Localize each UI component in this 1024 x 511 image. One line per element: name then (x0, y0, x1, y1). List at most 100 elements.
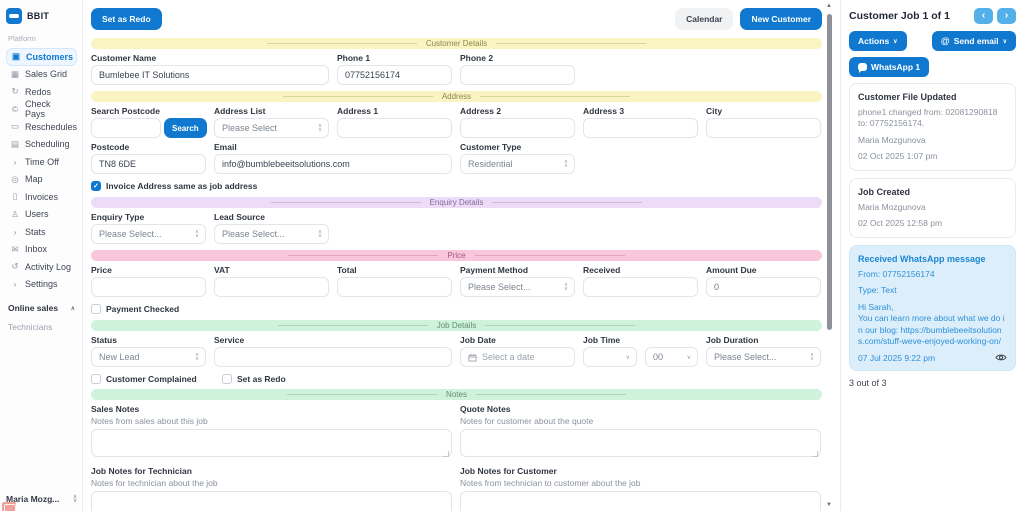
sidebar-item-customers[interactable]: ▣ Customers (6, 48, 77, 66)
sales-notes-field[interactable] (91, 429, 452, 457)
sidebar-item-reschedules[interactable]: ▭ Reschedules (10, 121, 78, 132)
new-customer-button[interactable]: New Customer (740, 8, 822, 30)
sidebar-item-users[interactable]: ♙ Users (11, 208, 49, 220)
scrollbar-thumb[interactable] (827, 14, 832, 330)
enquiry-type-select[interactable]: Please Select... ∧ ∨ (91, 224, 206, 244)
eye-icon[interactable] (995, 353, 1007, 362)
amount-due-field[interactable] (706, 277, 821, 297)
total-field[interactable] (337, 277, 452, 297)
user-name: Maria Mozg... (6, 494, 60, 504)
message-type: Type: Text (858, 285, 897, 296)
phone1-field[interactable] (337, 65, 452, 85)
vat-field[interactable] (214, 277, 329, 297)
chevron-up-icon: ∧ (70, 305, 75, 312)
activity-panel: Customer Job 1 of 1 ‹ › Actions ∨ @ Send … (840, 0, 1024, 511)
sidebar-item-technicians[interactable]: Technicians (8, 322, 53, 332)
job-time-hour-select[interactable]: ∨ (583, 347, 637, 367)
price-field[interactable] (91, 277, 206, 297)
customer-type-select[interactable]: Residential ∧ ∨ (460, 154, 575, 174)
updown-chevron-icon: ∧ ∨ (563, 158, 568, 169)
sidebar-item-check-pays[interactable]: © Check Pays (11, 99, 51, 120)
prev-job-button[interactable]: ‹ (974, 8, 993, 24)
customer-type-label: Customer Type (460, 142, 522, 152)
calendar-button[interactable]: Calendar (675, 8, 734, 30)
scroll-down-icon[interactable]: ▼ (826, 502, 832, 508)
search-postcode-field[interactable] (91, 118, 161, 138)
total-label: Total (337, 265, 357, 275)
sales-notes-hint: Notes from sales about this job (91, 416, 208, 426)
address-list-select[interactable]: Please Select ∧ ∨ (214, 118, 329, 138)
job-time-label: Job Time (583, 335, 621, 345)
sidebar-item-sales-grid[interactable]: ▦ Sales Grid (10, 68, 68, 80)
section-banner-job-details: Job Details (91, 320, 822, 331)
set-as-redo-checkbox[interactable] (222, 374, 232, 384)
job-notes-technician-field[interactable] (91, 491, 452, 511)
section-banner-customer-details: Customer Details (91, 38, 822, 49)
sidebar-item-redos[interactable]: ↻ Redos (11, 86, 52, 97)
scheduling-icon: ▤ (10, 138, 20, 149)
sidebar-item-settings[interactable]: › Settings (6, 276, 77, 294)
service-field[interactable] (214, 347, 452, 367)
quote-notes-field[interactable] (460, 429, 821, 457)
sidebar-item-invoices[interactable]: ▯ Invoices (6, 188, 77, 206)
address2-label: Address 2 (460, 106, 502, 116)
job-notes-technician-hint: Notes for technician about the job (91, 478, 218, 488)
customer-name-field[interactable] (91, 65, 329, 85)
chevron-right-icon: › (13, 156, 17, 167)
payment-checked-checkbox[interactable] (91, 304, 101, 314)
email-icon: @ (940, 36, 950, 46)
address2-field[interactable] (460, 118, 575, 138)
set-as-redo-row: Set as Redo (222, 374, 286, 384)
status-select[interactable]: New Lead ∧ ∨ (91, 347, 206, 367)
email-field[interactable] (214, 154, 452, 174)
lead-source-select[interactable]: Please Select... ∧ ∨ (214, 224, 329, 244)
chevron-right-icon: › (13, 279, 17, 290)
sidebar-item-scheduling[interactable]: ▤ Scheduling (10, 138, 70, 150)
payment-checked-label: Payment Checked (106, 304, 180, 314)
phone2-field[interactable] (460, 65, 575, 85)
sidebar-item-inbox[interactable]: ✉ Inbox (11, 243, 48, 255)
payment-method-select[interactable]: Please Select... ∧ ∨ (460, 277, 575, 297)
set-as-redo-button[interactable]: Set as Redo (91, 8, 162, 30)
main-content: Set as Redo Calendar New Customer Custom… (83, 0, 840, 511)
event-title: Received WhatsApp message (858, 253, 986, 264)
job-duration-select[interactable]: Please Select... ∧ ∨ (706, 347, 821, 367)
city-field[interactable] (706, 118, 821, 138)
set-as-redo-label: Set as Redo (237, 374, 286, 384)
invoice-same-checkbox-row: ✓ Invoice Address same as job address (91, 181, 822, 191)
sidebar-item-map[interactable]: ◎ Map (11, 173, 43, 185)
main-scrollbar[interactable]: ▲ ▼ (825, 0, 834, 511)
job-date-picker[interactable]: Select a date (460, 347, 575, 367)
scroll-up-icon[interactable]: ▲ (826, 3, 832, 9)
sidebar-item-time-off[interactable]: › Time Off (6, 153, 77, 171)
updown-chevron-icon: ∧ ∨ (317, 122, 322, 133)
next-job-button[interactable]: › (997, 8, 1016, 24)
address1-field[interactable] (337, 118, 452, 138)
search-postcode-label: Search Postcode (91, 106, 160, 116)
actions-button[interactable]: Actions ∨ (849, 31, 907, 51)
postcode-field[interactable] (91, 154, 206, 174)
brand-name: BBIT (27, 11, 50, 21)
updown-chevron-icon: ∧ ∨ (563, 281, 568, 292)
invoice-same-checkbox[interactable]: ✓ (91, 181, 101, 191)
address3-field[interactable] (583, 118, 698, 138)
event-title: Customer File Updated (858, 92, 957, 102)
chevron-down-icon: ∨ (625, 354, 630, 361)
whatsapp-button[interactable]: WhatsApp 1 (849, 57, 930, 77)
activity-card: Customer File Updated phone1 changed fro… (849, 83, 1016, 171)
sales-grid-icon: ▦ (10, 68, 20, 79)
city-label: City (706, 106, 723, 116)
invoice-same-label: Invoice Address same as job address (106, 181, 258, 191)
send-email-button[interactable]: @ Send email ∨ (931, 31, 1016, 51)
customer-complained-checkbox[interactable] (91, 374, 101, 384)
sidebar-item-stats[interactable]: › Stats (6, 223, 77, 241)
job-time-minute-select[interactable]: 00 ∨ (645, 347, 698, 367)
received-field[interactable] (583, 277, 698, 297)
user-menu[interactable]: Maria Mozg... ∧ ∨ (6, 494, 77, 504)
sidebar-item-activity-log[interactable]: ↺ Activity Log (11, 261, 72, 272)
sidebar-group-online-sales[interactable]: Online sales ∧ (8, 303, 75, 313)
job-notes-customer-field[interactable] (460, 491, 821, 511)
chevron-right-icon: › (13, 226, 17, 237)
address3-label: Address 3 (583, 106, 625, 116)
search-button[interactable]: Search (164, 118, 207, 138)
